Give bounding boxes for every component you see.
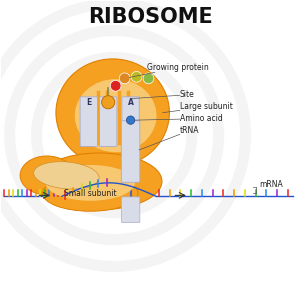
Ellipse shape	[20, 156, 74, 195]
Text: Large subunit: Large subunit	[163, 102, 233, 113]
Circle shape	[131, 71, 142, 82]
Text: tRNA: tRNA	[139, 126, 200, 150]
Ellipse shape	[43, 176, 138, 211]
Circle shape	[126, 116, 135, 124]
Text: Amino acid: Amino acid	[135, 114, 223, 123]
Text: RIBOSOME: RIBOSOME	[88, 7, 212, 27]
FancyBboxPatch shape	[121, 121, 140, 182]
Ellipse shape	[34, 162, 99, 189]
Ellipse shape	[56, 59, 170, 167]
Circle shape	[143, 73, 154, 84]
Ellipse shape	[46, 165, 135, 201]
Text: Small subunit: Small subunit	[64, 189, 117, 198]
FancyBboxPatch shape	[122, 97, 139, 146]
FancyBboxPatch shape	[80, 97, 98, 146]
Circle shape	[119, 73, 130, 84]
Text: Growing protein: Growing protein	[129, 63, 209, 77]
Text: P: P	[105, 98, 111, 107]
Text: A: A	[128, 98, 134, 107]
FancyBboxPatch shape	[121, 197, 140, 223]
Text: Site: Site	[130, 90, 195, 99]
Circle shape	[110, 80, 121, 91]
Circle shape	[102, 96, 115, 109]
FancyBboxPatch shape	[100, 97, 117, 146]
Text: E: E	[86, 98, 92, 107]
Ellipse shape	[37, 153, 162, 210]
Ellipse shape	[75, 79, 157, 152]
Text: mRNA: mRNA	[259, 180, 283, 189]
